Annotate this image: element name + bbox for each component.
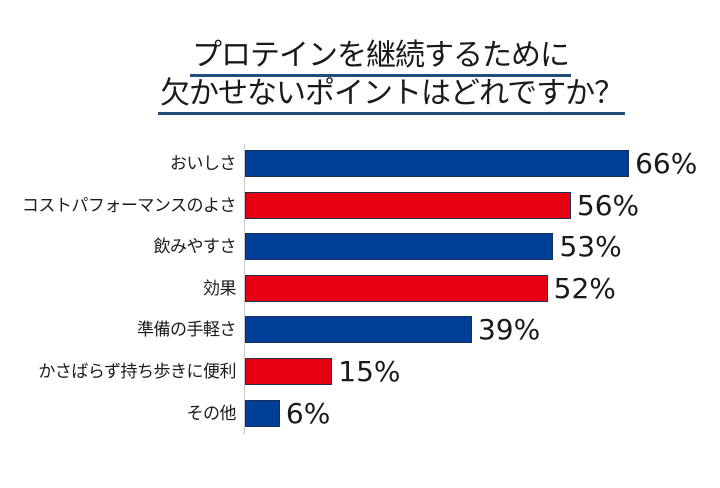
category-label: その他 [186, 403, 237, 424]
category-label: 準備の手軽さ [137, 320, 237, 341]
value-label: 53% [559, 230, 622, 264]
title-line-1: プロテインを継続するために [190, 38, 571, 77]
bar-row: 準備の手軽さ 39% [0, 313, 720, 347]
value-label: 39% [477, 313, 541, 347]
value-label: 6% [285, 396, 331, 430]
bar-row: かさばらず持ち歩きに便利 15% [0, 355, 720, 388]
bar [245, 358, 333, 385]
bar [245, 233, 554, 261]
bar-row: コストパフォーマンスのよさ 56% [0, 188, 720, 222]
category-label: かさばらず持ち歩きに便利 [38, 362, 236, 382]
bar [245, 150, 630, 177]
bar-row: 飲みやすさ 53% [0, 230, 720, 264]
value-label: 66% [635, 147, 698, 180]
category-label: 飲みやすさ [153, 237, 237, 258]
bar [245, 191, 571, 219]
bar [245, 316, 472, 344]
title-line-2: 欠かせないポイントはどれですか？ [158, 76, 626, 115]
bar [245, 399, 280, 427]
bar-row: おいしさ 66% [0, 147, 720, 180]
category-axis-line [244, 144, 245, 434]
value-label: 56% [576, 188, 640, 222]
category-label: おいしさ [170, 154, 237, 174]
bar [245, 274, 548, 302]
value-label: 15% [338, 355, 401, 388]
value-label: 52% [553, 271, 616, 305]
category-label: コストパフォーマンスのよさ [21, 195, 237, 216]
category-label: 効果 [203, 278, 237, 299]
bar-row: 効果 52% [0, 271, 720, 305]
bar-row: その他 6% [0, 396, 720, 430]
